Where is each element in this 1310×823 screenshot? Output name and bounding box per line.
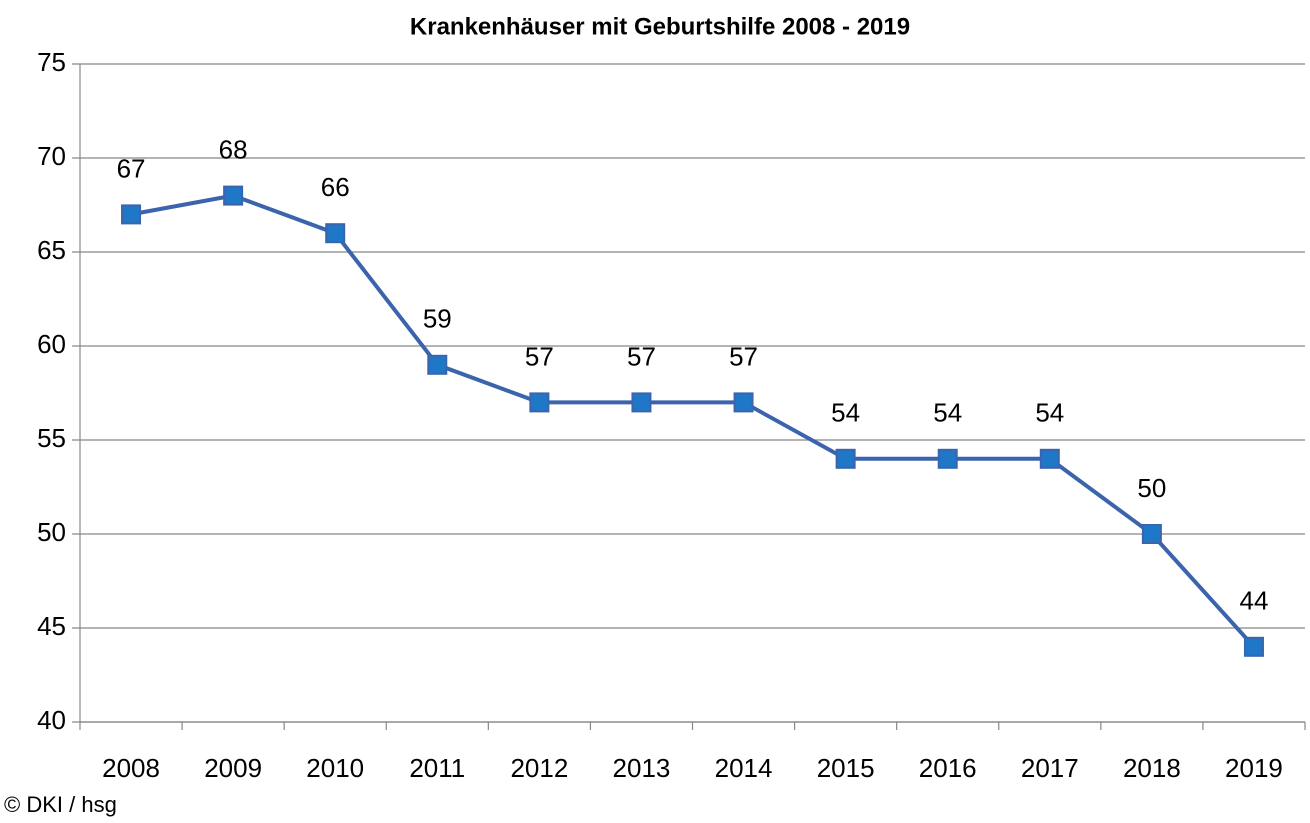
y-tick-label: 65 <box>37 235 66 265</box>
data-point <box>835 448 856 469</box>
data-point <box>121 204 142 225</box>
x-tick-label: 2014 <box>715 753 773 783</box>
x-tick-label: 2017 <box>1021 753 1079 783</box>
data-point <box>937 448 958 469</box>
x-tick-label: 2013 <box>613 753 671 783</box>
x-tick-label: 2016 <box>919 753 977 783</box>
x-tick-label: 2015 <box>817 753 875 783</box>
data-point <box>325 223 346 244</box>
data-label: 54 <box>1035 398 1064 428</box>
y-tick-label: 75 <box>37 47 66 77</box>
data-label: 57 <box>627 341 656 371</box>
data-point <box>1243 636 1264 657</box>
data-point <box>1039 448 1060 469</box>
data-point <box>631 392 652 413</box>
y-tick-label: 45 <box>37 611 66 641</box>
data-label: 67 <box>117 153 146 183</box>
data-label: 50 <box>1137 473 1166 503</box>
data-label: 66 <box>321 172 350 202</box>
y-tick-label: 50 <box>37 517 66 547</box>
data-point <box>427 354 448 375</box>
x-tick-label: 2011 <box>409 753 465 783</box>
x-tick-label: 2009 <box>204 753 262 783</box>
y-tick-label: 55 <box>37 423 66 453</box>
data-label: 44 <box>1239 586 1268 616</box>
x-tick-label: 2010 <box>306 753 364 783</box>
data-label: 57 <box>525 341 554 371</box>
data-label: 59 <box>423 304 452 334</box>
data-label: 54 <box>831 398 860 428</box>
y-tick-label: 40 <box>37 705 66 735</box>
data-label: 54 <box>933 398 962 428</box>
series-line <box>130 193 1256 649</box>
x-tick-label: 2008 <box>102 753 160 783</box>
data-point <box>1141 524 1162 544</box>
source-note: © DKI / hsg <box>4 792 117 817</box>
chart-title: Krankenhäuser mit Geburtshilfe 2008 - 20… <box>410 13 910 40</box>
data-point <box>733 392 754 413</box>
x-tick-label: 2012 <box>510 753 568 783</box>
data-label: 68 <box>219 134 248 164</box>
data-point <box>223 185 244 206</box>
data-point <box>529 392 550 413</box>
x-tick-label: 2019 <box>1225 753 1283 783</box>
y-tick-label: 70 <box>37 141 66 171</box>
x-tick-label: 2018 <box>1123 753 1181 783</box>
data-label: 57 <box>729 341 758 371</box>
y-tick-label: 60 <box>37 329 66 359</box>
